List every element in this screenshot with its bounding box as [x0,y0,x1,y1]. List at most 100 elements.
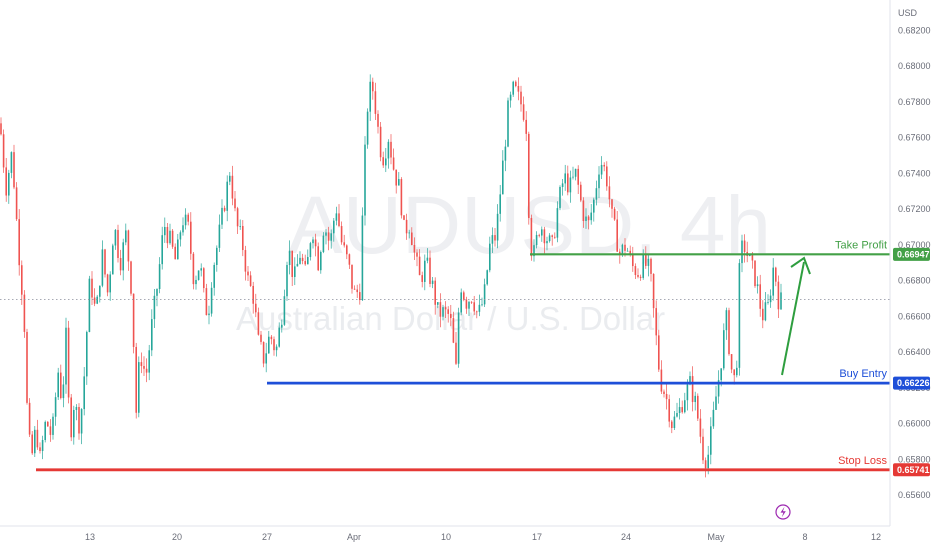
candle-body [47,421,49,427]
candle-body [132,293,135,347]
candle-body [265,353,267,364]
candle-body [231,175,234,199]
price-axis[interactable]: USD 0.68200 0.68000 0.67800 0.67600 0.67400 0… [889,0,931,526]
stop-loss-level[interactable]: Stop Loss [36,455,890,472]
candle-body [564,173,566,184]
lightning-icon[interactable] [775,504,791,520]
take-profit-tag-bg [893,247,930,261]
candle-body [634,266,637,276]
candle-body [400,179,403,216]
time-tick-label: 24 [621,532,631,542]
candle-body [184,214,187,226]
candle-body [294,266,296,277]
candle-body [655,308,657,336]
candle-body [338,213,340,227]
candle-body [361,215,364,301]
buy-entry-level[interactable]: Buy Entry [267,368,890,385]
candle-body [156,289,158,296]
candle-body [756,284,759,287]
candle-body [5,167,7,196]
candle-body [603,164,605,167]
take-profit-level[interactable]: Take Profit [530,239,890,256]
candle-body [54,397,57,417]
candle-body [429,257,431,284]
candle-body [351,264,353,289]
candle-body [660,369,663,392]
arrow-head [790,256,811,275]
candle-body [374,91,377,114]
price-tick-label: 0.67800 [898,97,931,107]
candle-body [226,181,228,211]
price-tick-label: 0.67400 [898,168,931,178]
candle-body [177,239,179,260]
candle-body [335,213,338,221]
candle-body [34,429,36,454]
candle-body [28,402,31,435]
candle-body [106,274,109,293]
candle-body [691,376,694,403]
candle-body [262,341,265,364]
candle-body [663,391,665,394]
candle-body [450,313,452,319]
candle-body [489,243,491,271]
candle-body [673,416,676,428]
candle-body [166,226,169,244]
candle-body [452,318,455,343]
candle-body [715,396,717,410]
candle-body [364,144,366,216]
candle-body [762,308,764,321]
candle-body [247,271,249,276]
candle-body [57,372,59,398]
buy-entry-tag-bg [893,376,930,390]
candle-body [697,395,699,419]
candle-body [645,254,647,266]
candle-body [44,421,46,441]
candle-body [60,372,62,399]
candle-body [405,219,408,234]
candle-body [574,168,577,177]
candle-body [483,284,486,305]
candle-body [343,242,345,246]
candle-body [140,362,143,367]
candle-body [325,232,327,236]
candle-body [296,263,299,267]
candle-body [528,133,530,218]
candle-body [299,257,301,264]
candle-body [582,200,585,221]
candle-body [80,409,83,434]
candle-body [481,304,483,306]
candle-body [598,174,600,189]
time-axis-ticks: 13 20 27 Apr 10 17 24 May 8 12 [85,532,881,542]
candle-body [244,250,247,272]
price-tick-label: 0.66800 [898,276,931,286]
candle-body [403,215,405,220]
candle-body [174,246,176,260]
candle-body [96,296,98,304]
candle-body [556,208,559,238]
candle-body [678,407,681,413]
candle-body [112,245,114,275]
target-arrow[interactable] [781,256,811,376]
candle-body [515,81,517,87]
candle-body [195,279,197,285]
candle-body [67,327,70,398]
candle-body [270,336,273,340]
candle-body [616,219,618,252]
candle-body [314,239,317,247]
candle-body [164,226,166,236]
candle-body [717,380,720,397]
candle-body [65,327,67,385]
candle-body [382,157,384,166]
candle-body [535,234,538,246]
candle-body [366,111,369,145]
time-axis[interactable]: 13 20 27 Apr 10 17 24 May 8 12 [0,525,890,542]
candle-body [522,104,525,120]
candle-body [242,226,244,251]
candle-body [478,304,481,312]
candle-body [611,199,613,209]
candle-body [590,212,592,221]
candle-body [463,292,465,300]
candle-body [234,198,236,209]
